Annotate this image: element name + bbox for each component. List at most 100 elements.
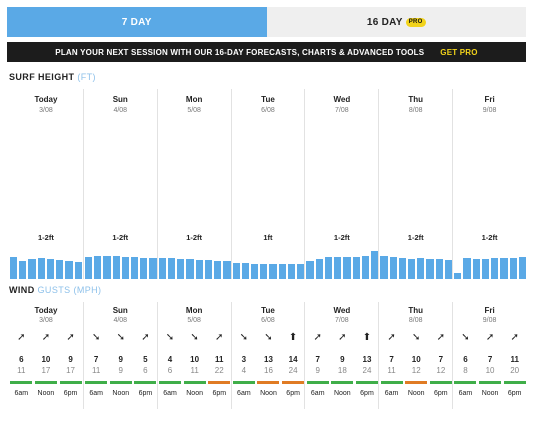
wind-gust: 12	[411, 366, 421, 375]
surf-day-name: Sun	[112, 95, 128, 104]
surf-height-bar	[112, 256, 120, 279]
surf-height-title: SURF HEIGHT (FT)	[9, 72, 96, 82]
surf-day-column[interactable]: Mon 5/08 1-2ft	[156, 89, 231, 279]
surf-height-bar	[103, 256, 111, 279]
wind-forecast: Today 3/08 ➚ 6 11 6am ➚ 10 17 Noon ➚ 9 17 6pm Sun 4/08 ➘…	[9, 302, 526, 409]
wind-rating-bar	[257, 381, 280, 384]
surf-day-column[interactable]: Thu 8/08 1-2ft	[378, 89, 453, 279]
surf-height-bar	[297, 264, 305, 279]
wind-time-slot: ➚ 7 11 6am	[380, 330, 404, 397]
surf-height-bar	[463, 258, 471, 279]
surf-day-column[interactable]: Today 3/08 1-2ft	[9, 89, 83, 279]
surf-height-bar	[65, 261, 73, 279]
wind-time-slot: ➘ 10 12 Noon	[404, 330, 428, 397]
surf-height-bar	[177, 259, 185, 279]
surf-day-date: 9/08	[482, 107, 497, 114]
wind-day-date: 7/08	[335, 317, 349, 324]
surf-day-name: Mon	[185, 95, 203, 104]
surf-height-bar	[74, 262, 82, 279]
surf-day-column[interactable]: Sun 4/08 1-2ft	[82, 89, 157, 279]
wind-day-column[interactable]: Today 3/08 ➚ 6 11 6am ➚ 10 17 Noon ➚ 9 17 6pm	[9, 302, 83, 409]
wind-gust: 4	[241, 366, 247, 375]
wind-time-label: Noon	[407, 390, 425, 397]
wind-speed: 7	[315, 355, 320, 364]
wind-speed: 13	[362, 355, 372, 364]
surf-height-value: 1-2ft	[481, 233, 498, 242]
wind-time-slot: ➚ 5 6 6pm	[133, 330, 157, 397]
wind-day-column[interactable]: Sun 4/08 ➘ 7 11 6am ➘ 9 9 Noon ➚ 5 6 6pm	[82, 302, 157, 409]
upgrade-banner[interactable]: PLAN YOUR NEXT SESSION WITH OUR 16-DAY F…	[7, 42, 526, 62]
wind-direction-arrow-icon: ➚	[485, 332, 495, 343]
wind-title: WIND GUSTS (MPH)	[9, 285, 101, 295]
wind-rating-bar	[454, 381, 477, 384]
surf-height-bar	[417, 258, 425, 279]
tab-7-day[interactable]: 7 DAY	[7, 7, 267, 37]
wind-gust: 17	[66, 366, 75, 375]
wind-time-label: Noon	[260, 390, 277, 397]
wind-rating-bar	[355, 381, 378, 384]
wind-speed: 10	[190, 355, 200, 364]
surf-height-bar	[232, 263, 240, 279]
surf-height-bar	[389, 257, 397, 279]
wind-speed: 11	[215, 355, 224, 364]
wind-rating-bar	[134, 381, 157, 384]
surf-day-date: 6/08	[261, 107, 275, 114]
wind-time-slot: ➚ 6 11 6am	[9, 330, 33, 397]
surf-height-unit: (FT)	[77, 72, 96, 82]
wind-direction-arrow-icon: ⬆	[362, 332, 372, 343]
wind-day-column[interactable]: Fri 9/08 ➘ 6 8 6am ➚ 7 10 Noon ➚ 11 20 6pm	[452, 302, 526, 409]
surf-height-bar	[500, 258, 508, 279]
surf-height-bar	[204, 260, 213, 279]
wind-direction-arrow-icon: ➘	[116, 332, 125, 343]
wind-time-label: 6pm	[63, 390, 78, 397]
wind-time-label: 6am	[310, 390, 325, 397]
surf-height-value: 1-2ft	[333, 233, 350, 242]
surf-day-column[interactable]: Wed 7/08 1-2ft	[304, 89, 379, 279]
wind-time-label: 6am	[237, 390, 251, 397]
surf-height-bar	[269, 264, 277, 279]
surf-height-bar	[158, 258, 166, 279]
surf-height-bar	[426, 259, 434, 279]
wind-gust: 6	[167, 366, 173, 375]
surf-day-column[interactable]: Tue 6/08 1ft	[230, 89, 305, 279]
wind-speed: 10	[411, 355, 421, 364]
wind-rating-bar	[159, 381, 181, 384]
wind-speed: 7	[438, 355, 444, 364]
wind-time-slot: ➚ 7 10 Noon	[478, 330, 502, 397]
wind-gust: 12	[436, 366, 446, 375]
wind-day-name: Mon	[185, 306, 203, 315]
surf-height-bar	[46, 259, 55, 279]
surf-day-date: 7/08	[335, 107, 349, 114]
wind-day-name: Sun	[112, 306, 128, 315]
wind-gust: 16	[264, 366, 273, 375]
wind-speed: 9	[340, 355, 345, 364]
wind-time-slot: ➘ 9 9 Noon	[109, 330, 133, 397]
wind-direction-arrow-icon: ➘	[264, 332, 273, 343]
tab-16-day[interactable]: 16 DAY PRO	[266, 7, 526, 37]
wind-direction-arrow-icon: ➘	[412, 332, 421, 343]
surf-day-name: Fri	[484, 95, 495, 104]
wind-rating-bar	[479, 381, 502, 384]
pro-badge: PRO	[405, 17, 426, 27]
surf-height-bar	[37, 258, 45, 279]
surf-day-name: Wed	[333, 95, 351, 104]
surf-height-value: 1ft	[263, 233, 273, 242]
wind-day-column[interactable]: Mon 5/08 ➘ 4 6 6am ➘ 10 11 Noon ➚ 11 22 6pm	[156, 302, 231, 409]
surf-day-column[interactable]: Fri 9/08 1-2ft	[452, 89, 526, 279]
wind-day-column[interactable]: Wed 7/08 ➚ 7 9 6am ➚ 9 18 Noon ⬆ 13 24 6pm	[304, 302, 378, 409]
wind-rating-bar	[306, 381, 329, 384]
wind-speed: 6	[19, 355, 24, 364]
wind-direction-arrow-icon: ➚	[66, 332, 75, 343]
wind-direction-arrow-icon: ➘	[461, 332, 470, 343]
wind-day-column[interactable]: Tue 6/08 ➘ 3 4 6am ➘ 13 16 Noon ⬆ 14 24 6pm	[230, 302, 305, 409]
surf-height-label: SURF HEIGHT	[9, 72, 75, 82]
surf-height-bar	[287, 264, 296, 279]
wind-time-slot: ➚ 9 18 Noon	[330, 330, 354, 397]
get-pro-link[interactable]: GET PRO	[440, 47, 478, 57]
surf-day-name: Thu	[408, 95, 424, 104]
wind-speed: 11	[510, 355, 519, 364]
surf-height-bar	[167, 258, 176, 279]
wind-day-column[interactable]: Thu 8/08 ➚ 7 11 6am ➘ 10 12 Noon ➚ 7 12 6pm	[378, 302, 452, 409]
surf-height-bar	[28, 259, 36, 279]
wind-gust: 20	[510, 366, 520, 375]
